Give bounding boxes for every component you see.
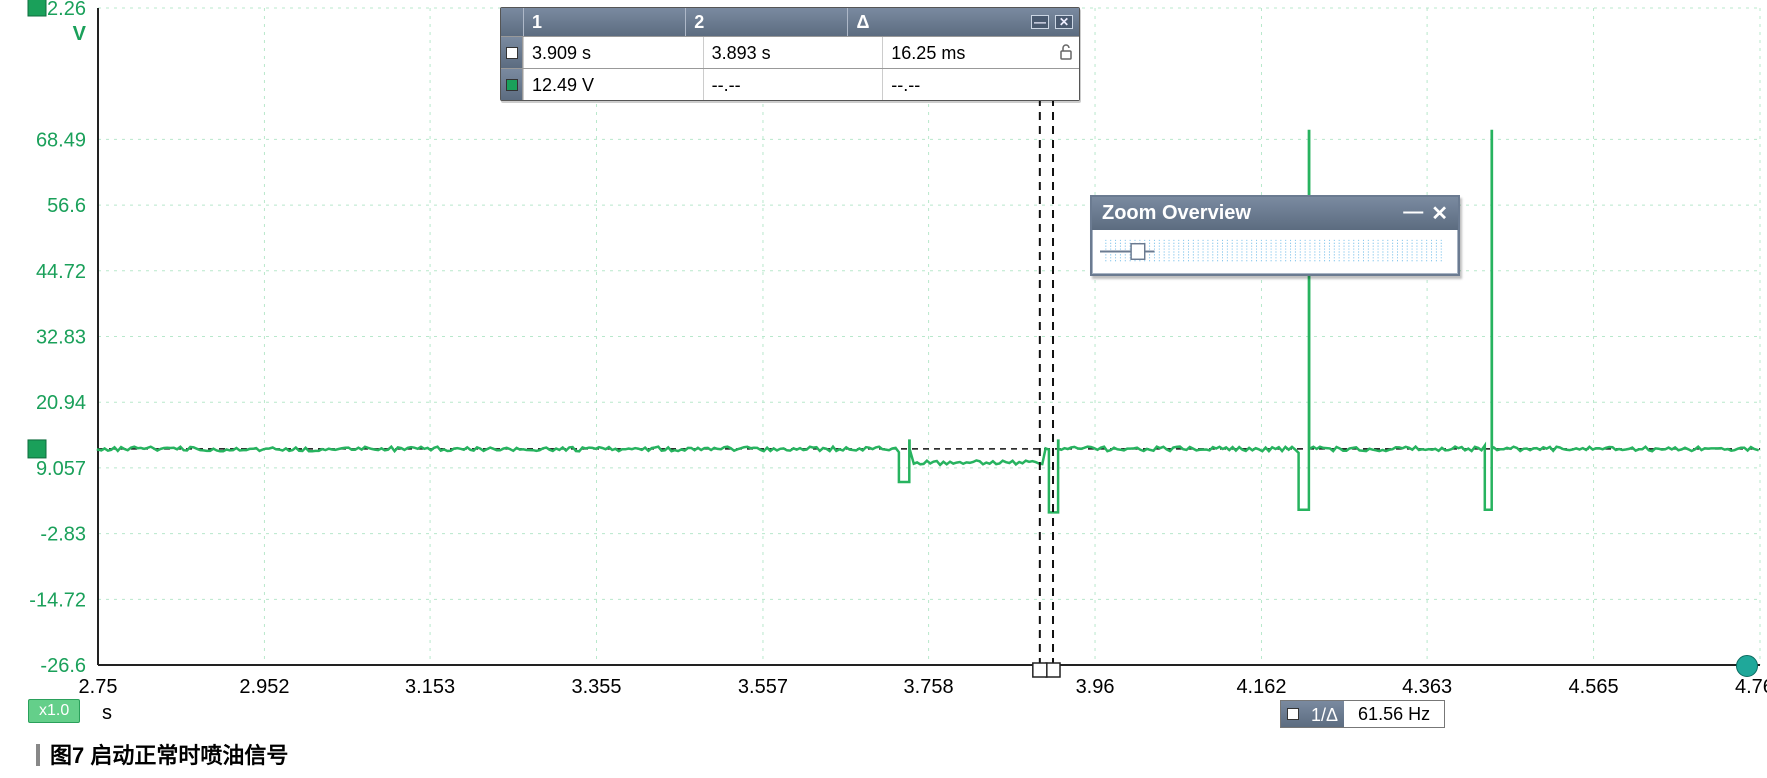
svg-text:2.75: 2.75	[79, 676, 118, 698]
cursor-value: --.--	[703, 69, 883, 100]
svg-text:4.363: 4.363	[1402, 676, 1452, 698]
minimize-icon[interactable]: —	[1031, 15, 1049, 29]
zoom-overview-body[interactable]	[1092, 230, 1458, 274]
cursor-info-row: 3.909 s3.893 s16.25 ms	[501, 36, 1079, 68]
cursor-info-panel[interactable]: 1 2 Δ — ✕ 3.909 s3.893 s16.25 ms12.49 V-…	[500, 7, 1080, 101]
zoom-overview-title: Zoom Overview	[1102, 202, 1251, 225]
zoom-overview-panel[interactable]: Zoom Overview — ✕	[1090, 195, 1460, 276]
cursor-info-row: 12.49 V--.----.--	[501, 68, 1079, 100]
cursor-delta-value: 16.25 ms	[882, 37, 1079, 68]
channel-color-icon	[501, 69, 523, 100]
cursor-delta-header: Δ	[847, 8, 1025, 36]
lock-icon[interactable]	[1059, 44, 1073, 60]
svg-text:4.767: 4.767	[1735, 676, 1767, 698]
svg-text:20.94: 20.94	[36, 392, 86, 414]
cursor-col1-header: 1	[523, 8, 685, 36]
end-marker-dot	[1736, 655, 1758, 677]
zoom-overview-titlebar[interactable]: Zoom Overview — ✕	[1092, 197, 1458, 230]
waveform-trace	[98, 131, 1758, 512]
svg-text:32.83: 32.83	[36, 327, 86, 349]
cursor-handle-1[interactable]	[1046, 663, 1060, 677]
frequency-label: 1/Δ	[1305, 701, 1344, 727]
figure-caption: 图7 启动正常时喷油信号	[36, 738, 288, 770]
channel-color-icon	[501, 37, 523, 68]
svg-text:3.153: 3.153	[405, 676, 455, 698]
svg-text:9.057: 9.057	[36, 458, 86, 480]
svg-text:3.355: 3.355	[571, 676, 621, 698]
svg-text:s: s	[102, 702, 112, 724]
svg-text:4.162: 4.162	[1236, 676, 1286, 698]
close-icon[interactable]: ✕	[1055, 15, 1073, 29]
svg-text:3.758: 3.758	[904, 676, 954, 698]
svg-text:44.72: 44.72	[36, 261, 86, 283]
zoom-handle-icon[interactable]	[1131, 244, 1145, 260]
minimize-icon[interactable]: —	[1403, 201, 1423, 226]
scale-badge: x1.0	[28, 699, 80, 723]
svg-text:3.96: 3.96	[1076, 676, 1115, 698]
svg-text:3.557: 3.557	[738, 676, 788, 698]
oscilloscope-chart: 92.2668.4956.644.7232.8320.949.057-2.83-…	[0, 0, 1767, 760]
cursor-value: 3.893 s	[703, 37, 883, 68]
cursor-value: 12.49 V	[523, 69, 703, 100]
svg-text:-2.83: -2.83	[40, 524, 86, 546]
baseline-indicator-icon[interactable]	[28, 440, 46, 458]
cursor-delta-value: --.--	[882, 69, 1079, 100]
frequency-value: 61.56 Hz	[1344, 704, 1444, 725]
svg-text:68.49: 68.49	[36, 129, 86, 151]
cursor-handle-2[interactable]	[1033, 663, 1047, 677]
svg-text:-26.6: -26.6	[40, 655, 86, 677]
frequency-readout: 1/Δ 61.56 Hz	[1280, 700, 1445, 728]
cursor-value: 3.909 s	[523, 37, 703, 68]
cursor-panel-titlebar[interactable]: 1 2 Δ — ✕	[501, 8, 1079, 36]
channel-marker-icon	[1281, 701, 1305, 727]
svg-text:4.565: 4.565	[1569, 676, 1619, 698]
channel-indicator-icon	[28, 0, 46, 16]
svg-text:56.6: 56.6	[47, 195, 86, 217]
svg-text:V: V	[73, 23, 87, 45]
svg-text:2.952: 2.952	[239, 676, 289, 698]
svg-text:-14.72: -14.72	[29, 589, 86, 611]
cursor-col2-header: 2	[685, 8, 847, 36]
close-icon[interactable]: ✕	[1431, 201, 1448, 226]
